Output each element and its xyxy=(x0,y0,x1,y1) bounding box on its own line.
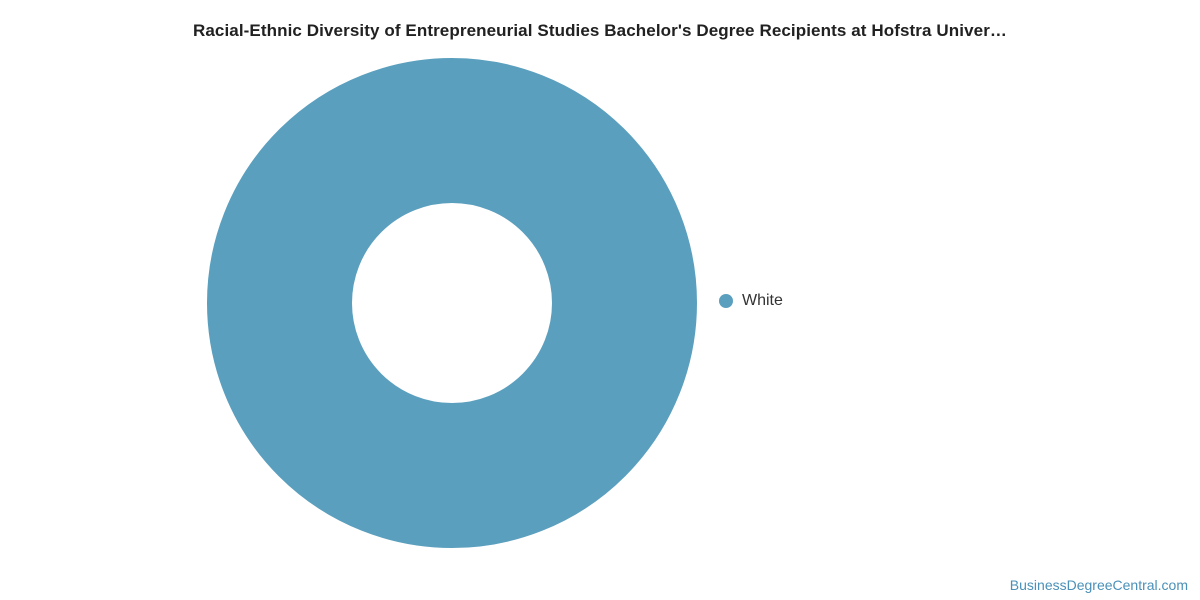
chart-title: Racial-Ethnic Diversity of Entrepreneuri… xyxy=(192,21,1008,40)
watermark-link[interactable]: BusinessDegreeCentral.com xyxy=(1009,577,1188,593)
legend-label: White xyxy=(742,292,783,309)
donut-slice-white[interactable] xyxy=(207,58,697,548)
legend-item-white[interactable]: White xyxy=(719,291,783,311)
legend: White xyxy=(719,291,783,311)
legend-marker-icon xyxy=(719,294,733,308)
